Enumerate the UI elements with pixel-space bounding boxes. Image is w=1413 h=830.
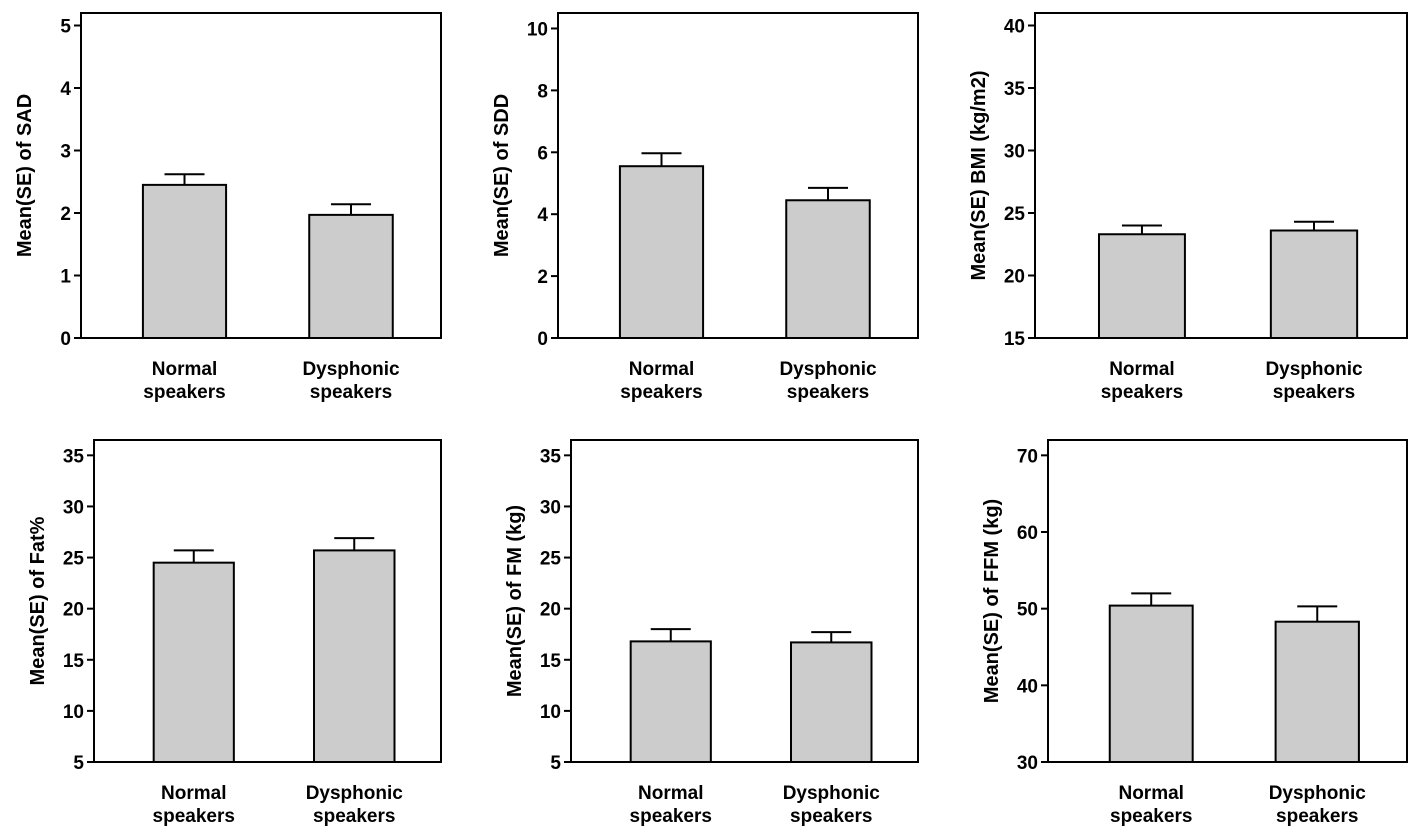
y-axis-title: Mean(SE) BMI (kg/m2): [968, 70, 990, 280]
y-tick-label: 4: [537, 205, 548, 226]
y-tick-label: 70: [1017, 446, 1038, 467]
y-tick-label: 30: [63, 497, 84, 518]
x-tick-label: Normal: [1118, 783, 1183, 804]
y-tick-label: 15: [540, 651, 562, 672]
x-tick-label: Dysphonic: [306, 783, 404, 804]
x-tick-label: speakers: [1101, 382, 1183, 403]
bar: [1097, 233, 1186, 339]
x-tick-label: Dysphonic: [1265, 359, 1363, 380]
y-tick-label: 40: [1004, 17, 1025, 38]
plot-frame: [80, 12, 442, 339]
y-axis-title: Mean(SE) of SDD: [491, 94, 513, 257]
x-tick-label: Dysphonic: [779, 359, 877, 380]
y-tick-label: 1: [60, 267, 71, 288]
chart-panel-2: NormalspeakersDysphonicspeakers0246810Me…: [491, 12, 919, 403]
x-tick-label: speakers: [620, 382, 702, 403]
y-tick-label: 30: [540, 497, 561, 518]
y-tick-label: 5: [60, 17, 71, 38]
y-tick-label: 6: [537, 143, 548, 164]
bar: [618, 165, 705, 339]
y-tick-label: 50: [1017, 600, 1038, 621]
x-tick-label: Dysphonic: [783, 783, 881, 804]
bar: [629, 640, 712, 764]
chart-panel-3: NormalspeakersDysphonicspeakers152025303…: [968, 12, 1408, 403]
y-axis-title: Mean(SE) of FM (kg): [504, 505, 526, 697]
y-tick-label: 4: [60, 79, 71, 100]
x-tick-label: speakers: [313, 806, 395, 827]
y-tick-label: 25: [63, 549, 85, 570]
x-tick-label: speakers: [1276, 806, 1358, 827]
x-tick-label: Normal: [152, 359, 217, 380]
y-tick-label: 30: [1004, 142, 1025, 163]
y-tick-label: 8: [537, 81, 548, 102]
y-tick-label: 15: [1004, 329, 1026, 350]
plot-frame: [557, 12, 919, 339]
x-tick-label: speakers: [630, 806, 712, 827]
y-tick-label: 0: [60, 329, 71, 350]
plot-frame: [1047, 439, 1408, 763]
y-tick-label: 35: [1004, 79, 1026, 100]
y-tick-label: 35: [63, 446, 85, 467]
chart-panel-4: NormalspeakersDysphonicspeakers510152025…: [27, 439, 442, 827]
chart-panel-6: NormalspeakersDysphonicspeakers304050607…: [981, 439, 1408, 827]
bar: [1274, 620, 1360, 764]
y-tick-label: 40: [1017, 676, 1038, 697]
x-tick-label: speakers: [143, 382, 225, 403]
y-tick-label: 20: [1004, 267, 1025, 288]
chart-panel-5: NormalspeakersDysphonicspeakers510152025…: [504, 439, 919, 827]
x-tick-label: Normal: [638, 783, 703, 804]
bar: [152, 561, 235, 764]
y-tick-label: 60: [1017, 523, 1038, 544]
x-tick-label: speakers: [787, 382, 869, 403]
y-tick-label: 0: [537, 329, 548, 350]
y-tick-label: 20: [63, 600, 84, 621]
x-tick-label: speakers: [153, 806, 235, 827]
y-tick-label: 30: [1017, 753, 1038, 774]
x-tick-label: speakers: [310, 382, 392, 403]
bar: [308, 213, 394, 339]
plot-frame: [93, 439, 442, 763]
x-tick-label: Normal: [629, 359, 694, 380]
x-tick-label: Normal: [1109, 359, 1174, 380]
chart-panel-1: NormalspeakersDysphonicspeakers012345Mea…: [14, 12, 442, 403]
x-tick-label: speakers: [1273, 382, 1355, 403]
bar: [312, 549, 396, 764]
y-tick-label: 5: [550, 753, 561, 774]
y-axis-title: Mean(SE) of FFM (kg): [981, 499, 1003, 703]
y-tick-label: 10: [63, 702, 84, 723]
y-tick-label: 10: [540, 702, 561, 723]
x-tick-label: Dysphonic: [302, 359, 400, 380]
x-tick-label: speakers: [790, 806, 872, 827]
y-axis-title: Mean(SE) of SAD: [14, 94, 36, 257]
y-tick-label: 2: [537, 267, 548, 288]
y-tick-label: 25: [1004, 204, 1026, 225]
bar: [141, 183, 228, 339]
bar: [785, 199, 871, 339]
y-tick-label: 3: [60, 142, 71, 163]
y-tick-label: 15: [63, 651, 85, 672]
x-tick-label: Normal: [161, 783, 226, 804]
bar: [1108, 604, 1194, 763]
y-tick-label: 2: [60, 204, 71, 225]
bar: [1269, 229, 1359, 339]
y-axis-title: Mean(SE) of Fat%: [27, 516, 49, 685]
y-tick-label: 5: [73, 753, 84, 774]
x-tick-label: Dysphonic: [1269, 783, 1367, 804]
y-tick-label: 25: [540, 549, 562, 570]
plot-frame: [570, 439, 919, 763]
y-tick-label: 20: [540, 600, 561, 621]
bar: [789, 641, 873, 764]
y-tick-label: 35: [540, 446, 562, 467]
y-tick-label: 10: [527, 19, 548, 40]
x-tick-label: speakers: [1110, 806, 1192, 827]
plot-frame: [1034, 12, 1408, 339]
